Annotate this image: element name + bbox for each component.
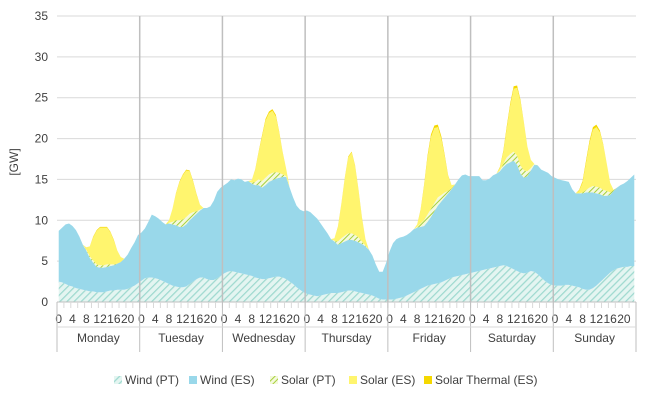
legend-swatch-wind-pt (114, 376, 122, 384)
x-tick-label-20: 20 (204, 312, 218, 326)
y-tick-label-5: 5 (41, 254, 48, 268)
y-tick-label-10: 10 (35, 213, 49, 227)
legend-label-solar-thermal-es: Solar Thermal (ES) (435, 373, 537, 387)
x-tick-label-20: 20 (535, 312, 549, 326)
x-tick-label-12: 12 (424, 312, 438, 326)
x-tick-label-20: 20 (286, 312, 300, 326)
day-label-sunday: Sunday (574, 331, 615, 345)
legend: Wind (PT) Wind (ES) Solar (PT) Solar (ES) So… (114, 373, 537, 387)
x-tick-label-20: 20 (452, 312, 466, 326)
x-tick-label-8: 8 (166, 312, 173, 326)
area-wind-pt (58, 265, 635, 302)
x-tick-label-20: 20 (121, 312, 135, 326)
day-label-thursday: Thursday (321, 331, 371, 345)
y-tick-label-30: 30 (35, 50, 49, 64)
day-label-saturday: Saturday (488, 331, 536, 345)
x-tick-label-16: 16 (190, 312, 204, 326)
area-solar-es (58, 87, 635, 272)
legend-swatch-solar-es (349, 376, 357, 384)
x-tick-label-0: 0 (55, 312, 62, 326)
x-tick-label-4: 4 (152, 312, 159, 326)
y-axis-ticks: 0 5 10 15 20 25 30 35 (35, 9, 49, 309)
legend-swatch-solar-pt (270, 376, 278, 384)
area-wind-es (58, 160, 635, 300)
day-label-friday: Friday (413, 331, 446, 345)
x-tick-label-0: 0 (469, 312, 476, 326)
legend-label-wind-es: Wind (ES) (200, 373, 255, 387)
legend-label-solar-es: Solar (ES) (360, 373, 415, 387)
x-tick-label-4: 4 (565, 312, 572, 326)
day-label-wednesday: Wednesday (232, 331, 295, 345)
day-label-monday: Monday (77, 331, 120, 345)
x-tick-label-12: 12 (259, 312, 273, 326)
legend-label-solar-pt: Solar (PT) (281, 373, 336, 387)
y-tick-label-15: 15 (35, 172, 49, 186)
x-tick-label-4: 4 (400, 312, 407, 326)
x-tick-label-0: 0 (386, 312, 393, 326)
x-tick-label-8: 8 (83, 312, 90, 326)
x-tick-label-8: 8 (497, 312, 504, 326)
x-tick-label-8: 8 (414, 312, 421, 326)
x-tick-label-12: 12 (590, 312, 604, 326)
legend-label-wind-pt: Wind (PT) (125, 373, 179, 387)
x-tick-label-12: 12 (342, 312, 356, 326)
y-tick-label-0: 0 (41, 295, 48, 309)
y-axis-label: [GW] (7, 148, 21, 175)
x-tick-label-0: 0 (552, 312, 559, 326)
x-tick-label-16: 16 (355, 312, 369, 326)
plot-areas (58, 16, 635, 302)
x-tick-label-8: 8 (579, 312, 586, 326)
legend-swatch-solar-thermal-es (424, 376, 432, 384)
x-tick-label-16: 16 (438, 312, 452, 326)
x-tick-label-16: 16 (521, 312, 535, 326)
x-tick-label-16: 16 (107, 312, 121, 326)
x-tick-label-16: 16 (273, 312, 287, 326)
x-tick-label-4: 4 (235, 312, 242, 326)
x-tick-label-0: 0 (304, 312, 311, 326)
x-tick-label-16: 16 (603, 312, 617, 326)
legend-swatch-wind-es (189, 376, 197, 384)
y-tick-label-20: 20 (35, 132, 49, 146)
x-tick-label-0: 0 (138, 312, 145, 326)
x-tick-label-4: 4 (69, 312, 76, 326)
x-tick-label-20: 20 (369, 312, 383, 326)
x-tick-label-0: 0 (221, 312, 228, 326)
x-tick-label-4: 4 (317, 312, 324, 326)
x-tick-label-8: 8 (331, 312, 338, 326)
x-tick-label-12: 12 (176, 312, 190, 326)
x-tick-label-12: 12 (507, 312, 521, 326)
x-tick-label-4: 4 (483, 312, 490, 326)
y-tick-label-35: 35 (35, 9, 49, 23)
y-tick-label-25: 25 (35, 91, 49, 105)
day-label-tuesday: Tuesday (158, 331, 204, 345)
x-tick-label-12: 12 (93, 312, 107, 326)
x-tick-label-8: 8 (248, 312, 255, 326)
x-tick-label-20: 20 (617, 312, 631, 326)
